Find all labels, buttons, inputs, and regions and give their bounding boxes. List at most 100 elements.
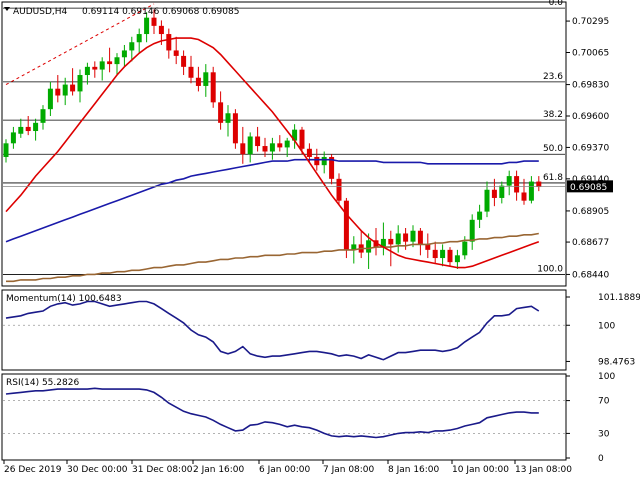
candle-body	[321, 156, 327, 166]
rsi-axis-label: 0	[598, 454, 604, 464]
candle-body	[151, 17, 157, 26]
candle-body	[255, 136, 261, 147]
candle-body	[33, 122, 39, 132]
candle-body	[195, 77, 201, 86]
candle-body	[425, 244, 431, 250]
momentum-axis-label: 100	[598, 321, 615, 331]
fast-moving-average-line	[5, 37, 540, 269]
candle-body	[314, 156, 320, 166]
fib-level-label: 0.0	[549, 0, 564, 8]
candle-body	[462, 241, 468, 256]
price-panel-frame	[1, 1, 567, 287]
rsi-title: RSI(14) 55.2826	[6, 378, 79, 388]
candle-body	[366, 240, 372, 253]
price-axis-label: 0.68440	[572, 270, 609, 280]
price-axis-label: 0.69370	[572, 143, 609, 153]
candle-body	[395, 233, 401, 245]
candle-body	[506, 176, 512, 186]
candle-body	[158, 25, 164, 35]
candle-body	[388, 238, 394, 245]
candle-body	[351, 244, 357, 250]
candle-body	[432, 249, 438, 259]
candle-body	[499, 185, 505, 198]
candle-body	[299, 129, 305, 149]
candle-body	[440, 249, 446, 259]
candle-body	[343, 200, 349, 250]
candle-body	[84, 66, 90, 76]
current-price-badge	[567, 180, 613, 193]
candle-body	[203, 72, 209, 86]
candle-body	[536, 181, 542, 188]
momentum-line	[5, 300, 540, 361]
rsi-panel-frame	[1, 373, 567, 461]
fib-level-label: 50.0	[543, 144, 563, 154]
fib-level-label: 23.6	[543, 72, 563, 82]
candle-body	[121, 50, 127, 58]
candle-body	[240, 143, 246, 155]
candle-body	[491, 189, 497, 198]
candle-body	[447, 249, 453, 263]
price-axis-label: 0.68677	[572, 238, 609, 248]
candle-body	[336, 178, 342, 201]
candle-body	[417, 230, 423, 245]
time-axis-label: 31 Dec 08:00	[132, 465, 193, 475]
candle-body	[40, 109, 46, 123]
symbol-timeframe: AUDUSD,H4	[13, 7, 68, 17]
candle-body	[77, 75, 83, 92]
rsi-axis-label: 30	[598, 429, 610, 439]
candle-body	[25, 126, 31, 132]
candle-body	[292, 129, 298, 141]
mid-moving-average-line	[5, 158, 539, 243]
rsi-axis-label: 100	[598, 372, 615, 382]
candle-body	[62, 84, 68, 96]
candle-body	[210, 72, 216, 103]
trendline	[5, 3, 155, 86]
candle-body	[92, 66, 98, 70]
candle-body	[181, 55, 187, 67]
rsi-plot	[3, 387, 565, 439]
candle-body	[247, 136, 253, 155]
momentum-axis-label: 98.4763	[598, 357, 635, 367]
momentum-axis-label: 101.1889	[598, 293, 640, 303]
candle-body	[218, 102, 224, 123]
candle-body	[188, 66, 194, 78]
fib-level-label: 61.8	[543, 173, 563, 183]
candle-body	[380, 238, 386, 248]
fib-level-label: 38.2	[543, 110, 563, 120]
rsi-axis-label: 70	[598, 397, 610, 407]
candle-body	[3, 143, 9, 157]
ohlc-readout: 0.69114 0.69146 0.69068 0.69085	[82, 7, 239, 17]
triangle-down-icon[interactable]	[4, 7, 10, 11]
candle-body	[410, 230, 416, 242]
price-axis-label: 0.69140	[572, 175, 609, 185]
price-axis-label: 0.70295	[572, 17, 609, 27]
fib-level-label: 100.0	[537, 264, 563, 274]
time-axis-label: 10 Jan 00:00	[452, 465, 509, 475]
price-axis-label: 0.69600	[572, 112, 609, 122]
momentum-title: Momentum(14) 100.6483	[6, 294, 122, 304]
time-axis-label: 2 Jan 16:00	[193, 465, 245, 475]
momentum-plot	[3, 300, 565, 361]
slow-moving-average-line	[6, 232, 539, 283]
candle-body	[306, 148, 312, 157]
price-axis-label: 0.68905	[572, 207, 609, 217]
candle-body	[469, 219, 475, 242]
candle-body	[262, 146, 268, 152]
candle-body	[521, 192, 527, 201]
time-axis-label: 7 Jan 08:00	[323, 465, 375, 475]
candle-body	[18, 126, 24, 134]
rsi-line	[5, 387, 539, 439]
candle-body	[477, 211, 483, 220]
candle-body	[55, 88, 61, 96]
momentum-panel-frame	[1, 289, 567, 371]
time-axis-label: 6 Jan 00:00	[259, 465, 311, 475]
time-axis-label: 8 Jan 16:00	[388, 465, 440, 475]
current-price-text: 0.69085	[570, 183, 607, 193]
candle-body	[114, 57, 120, 65]
price-axis-label: 0.70065	[572, 48, 609, 58]
candle-body	[269, 143, 275, 152]
candle-body	[403, 233, 409, 242]
candle-body	[173, 50, 179, 56]
